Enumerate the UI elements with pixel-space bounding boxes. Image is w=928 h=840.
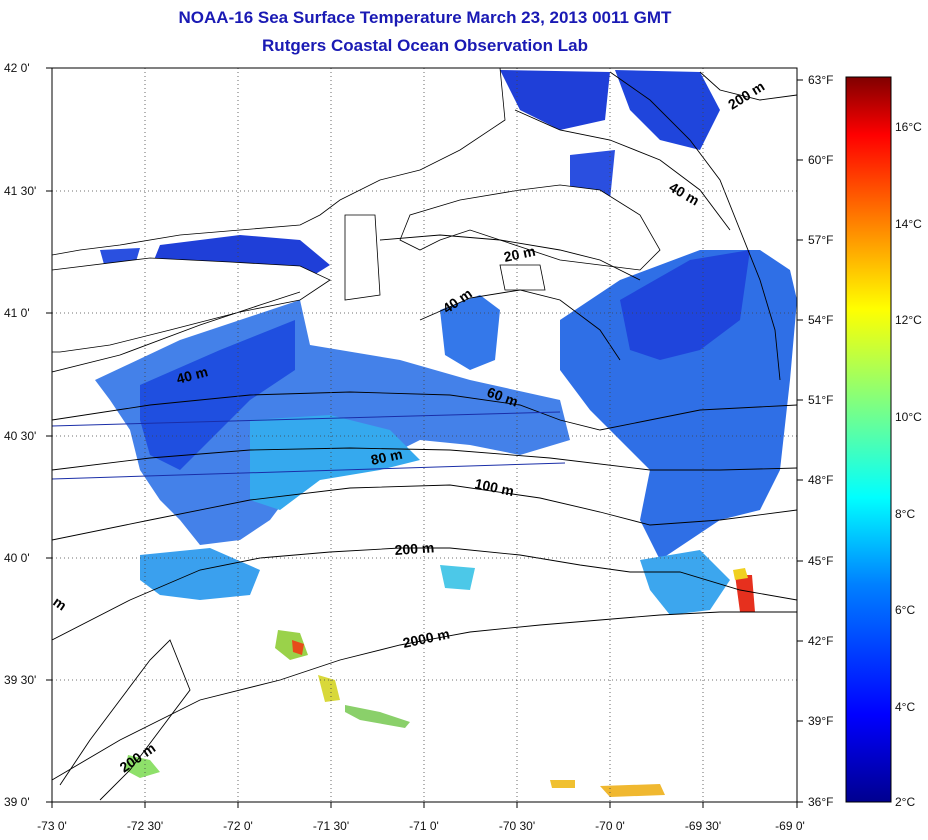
fahrenheit-label: 39°F [808, 714, 833, 728]
celsius-label: 16°C [895, 120, 922, 134]
celsius-labels: 16°C 14°C 12°C 10°C 8°C 6°C 4°C 2°C [895, 120, 922, 809]
lat-label: 41 30' [4, 184, 36, 198]
celsius-label: 12°C [895, 313, 922, 327]
land-cape-cod [399, 184, 661, 271]
sst-patch-small-1-core [292, 640, 304, 655]
map-area: 20 m 40 m 40 m 40 m 60 m 80 m 100 m 200 … [52, 68, 797, 802]
colorbar [845, 76, 892, 803]
celsius-label: 10°C [895, 410, 922, 424]
sst-patch-small-3 [345, 705, 410, 728]
graticule [52, 68, 797, 802]
isobath-200m-gulf [609, 71, 781, 381]
map-title: NOAA-16 Sea Surface Temperature March 23… [178, 8, 672, 27]
celsius-label: 6°C [895, 603, 915, 617]
tick-marks [46, 67, 803, 808]
lat-label: 39 30' [4, 673, 36, 687]
fahrenheit-label: 36°F [808, 795, 833, 809]
isobath-gulf-inner [514, 109, 731, 231]
fahrenheit-labels: 63°F 60°F 57°F 54°F 51°F 48°F 45°F 42°F … [808, 73, 833, 809]
contour-label-40m-coastal: 40 m [175, 363, 210, 387]
sst-patch-small-4 [125, 755, 160, 778]
lat-label: 42 0' [4, 61, 30, 75]
sst-patch-warm-core [735, 575, 755, 612]
land-nantucket [499, 264, 546, 291]
isobath-40m-mid [419, 289, 621, 361]
celsius-label: 14°C [895, 217, 922, 231]
contour-label-20m: 20 m [502, 243, 537, 265]
sst-patch-nantucket [440, 295, 500, 370]
lon-label: -72 30' [127, 819, 163, 833]
sst-patch-small-7 [440, 565, 475, 590]
fahrenheit-label: 45°F [808, 554, 833, 568]
celsius-label: 8°C [895, 507, 915, 521]
fahrenheit-label: 57°F [808, 233, 833, 247]
fahrenheit-label: 51°F [808, 393, 833, 407]
fahrenheit-label: 63°F [808, 73, 833, 87]
isobath-contours [52, 71, 797, 801]
sst-patch-small-5 [600, 784, 665, 797]
lon-label: -72 0' [223, 819, 253, 833]
contour-label-80m: 80 m [369, 446, 404, 468]
land-mainland-north [52, 68, 506, 256]
transect-line-1 [52, 411, 561, 427]
celsius-label: 4°C [895, 700, 915, 714]
lon-label: -70 0' [595, 819, 625, 833]
isobath-2000m [52, 611, 797, 781]
map-subtitle: Rutgers Coastal Ocean Observation Lab [262, 36, 588, 55]
celsius-label: 2°C [895, 795, 915, 809]
lon-label: -73 0' [37, 819, 67, 833]
sst-patch-slope-east [640, 550, 730, 615]
lat-label: 40 30' [4, 429, 36, 443]
fahrenheit-label: 42°F [808, 634, 833, 648]
sst-patch-central-coastal [140, 320, 295, 470]
isobath-40m-coastal [52, 291, 301, 373]
fahrenheit-label: 54°F [808, 313, 833, 327]
lon-label: -70 30' [499, 819, 535, 833]
lon-label: -69 0' [775, 819, 805, 833]
lon-label: -71 0' [409, 819, 439, 833]
fahrenheit-label: 60°F [808, 153, 833, 167]
lon-label: -69 30' [685, 819, 721, 833]
land-block-island [344, 214, 381, 301]
sst-patch-small-6 [550, 780, 575, 788]
land-areas [52, 68, 661, 353]
sst-patches [95, 70, 797, 797]
sst-patch-gulf-maine-east [615, 70, 720, 150]
isobath-80m [52, 447, 797, 471]
isobath-100m [52, 484, 797, 541]
isobath-canyon [59, 639, 191, 801]
sst-patch-central-shelf [250, 415, 420, 510]
isobath-20m [379, 234, 641, 281]
lon-label: -71 30' [313, 819, 349, 833]
isobath-60m [52, 391, 797, 431]
contour-label-200m-shelf: 200 m [394, 539, 435, 558]
lat-label: 41 0' [4, 306, 30, 320]
land-long-island [52, 257, 331, 353]
sst-patch-small-2 [318, 675, 340, 702]
isobath-200m-shelf [52, 547, 797, 641]
isobath-gulf-top [699, 71, 797, 101]
fahrenheit-label: 48°F [808, 473, 833, 487]
transect-line-2 [52, 462, 566, 480]
sst-patch-gulf-maine-north [500, 70, 610, 130]
latitude-labels: 39 0' 39 30' 40 0' 40 30' 41 0' 41 30' 4… [4, 61, 36, 809]
lat-label: 40 0' [4, 551, 30, 565]
sst-patch-warm-core-edge [733, 568, 748, 580]
sst-patch-georges [620, 250, 750, 360]
lat-label: 39 0' [4, 795, 30, 809]
sst-patch-shelf-south [140, 548, 260, 600]
longitude-labels: -73 0' -72 30' -72 0' -71 30' -71 0' -70… [37, 819, 805, 833]
sst-patch-offshore-east [560, 250, 797, 560]
transect-lines [52, 411, 566, 480]
